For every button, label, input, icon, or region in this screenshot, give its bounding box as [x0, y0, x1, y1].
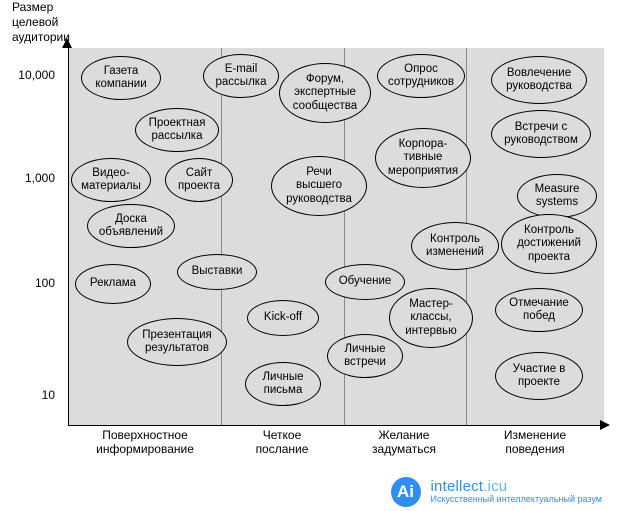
y-tick-label: 10,000 — [0, 68, 55, 82]
y-tick-label: 10 — [0, 388, 55, 402]
bubble-node: Контрольизменений — [411, 222, 499, 270]
bubble-node: Обучение — [325, 264, 405, 300]
bubble-node: Реклама — [75, 264, 151, 304]
x-category-label: Желаниезадуматься — [344, 428, 464, 457]
bubble-node: Личныевстречи — [327, 334, 403, 378]
bubble-node: Контрольдостиженийпроекта — [501, 214, 597, 274]
bubble-node: Сайтпроекта — [165, 158, 233, 202]
brand-logo-icon: Ai — [391, 477, 421, 507]
bubble-node: Встречи сруководством — [491, 110, 591, 158]
x-category-label: Изменениеповедения — [466, 428, 604, 457]
bubble-node: Доскаобъявлений — [87, 204, 175, 248]
bubble-node: Опроссотрудников — [377, 54, 465, 98]
x-category-label: Поверхностноеинформирование — [70, 428, 220, 457]
chart-plot-area: Газетакомпании E-mailрассылкаФорум,экспер… — [68, 48, 604, 426]
bubble-node: Участие впроекте — [495, 352, 583, 400]
bubble-node: E-mailрассылка — [203, 54, 279, 98]
brand-subtitle: Искусственный интеллектуальный разум — [431, 495, 602, 504]
bubble-node: Выставки — [177, 254, 257, 290]
bubble-node: Презентациярезультатов — [127, 318, 227, 366]
bubble-node: Вовлечениеруководства — [491, 56, 587, 104]
bubble-node: Речивысшегоруководства — [271, 156, 367, 216]
bubble-node: Мастер-классы,интервью — [389, 288, 473, 348]
bubble-node: Отмечаниепобед — [495, 288, 583, 332]
x-divider — [221, 48, 222, 425]
x-category-label: Четкоепослание — [222, 428, 342, 457]
y-tick-label: 1,000 — [0, 171, 55, 185]
bubble-node: Measuresystems — [517, 174, 597, 218]
bubble-node: Форум,экспертныесообщества — [279, 63, 371, 123]
bubble-node: Газетакомпании — [81, 56, 161, 100]
bubble-node: Корпора-тивныемероприятия — [375, 128, 471, 188]
footer-brand: Ai intellect.icu Искусственный интеллект… — [0, 473, 620, 511]
bubble-node: Видео-материалы — [71, 158, 151, 202]
bubble-node: Проектнаярассылка — [135, 108, 219, 152]
bubble-node: Kick-off — [247, 300, 319, 336]
bubble-node: Личныеписьма — [245, 362, 321, 406]
brand-text: intellect.icu Искусственный интеллектуал… — [431, 479, 602, 504]
y-axis-arrow — [62, 38, 72, 48]
y-tick-label: 100 — [0, 276, 55, 290]
brand-name-main: intellect — [431, 478, 484, 495]
brand-name: intellect.icu — [431, 479, 602, 495]
brand-name-accent: .icu — [483, 478, 507, 495]
